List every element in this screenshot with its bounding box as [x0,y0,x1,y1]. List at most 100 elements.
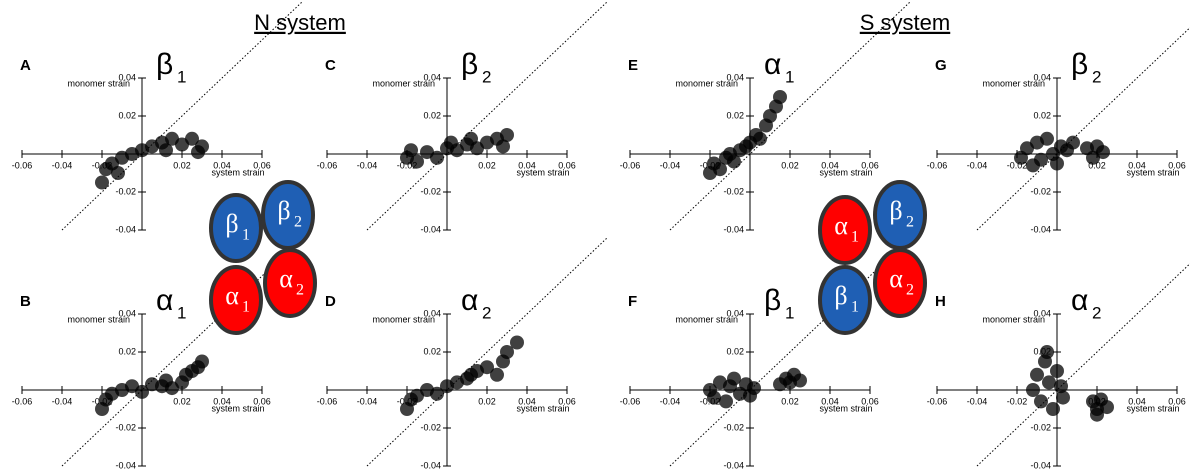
y-tick-label: -0.02 [420,422,441,432]
x-tick-label: 0.06 [861,160,879,170]
scatter-panel: -0.06 -0.04 -0.02 0.02 0.04 0.06 -0.04 -0.02 0.0… [620,1,911,234]
point [185,131,199,146]
node-sub: 1 [242,299,250,316]
point [1066,135,1080,150]
x-tick-label: 0.02 [173,396,191,406]
point [1042,375,1056,390]
y-tick-label: 0.02 [1033,110,1051,120]
point [727,371,741,386]
group-title: S system [860,10,950,35]
y-tick-label: 0.04 [423,308,441,318]
point [95,175,109,190]
panel-letter: F [628,293,637,310]
x-tick-label: 0.04 [821,160,839,170]
x-tick-label: -0.04 [52,160,73,170]
subunit-node [209,265,263,335]
x-tick-label: -0.06 [317,396,338,406]
x-tick-label: -0.02 [700,160,721,170]
point [1046,402,1060,416]
x-tick-label: -0.04 [967,396,988,406]
x-tick-label: 0.04 [213,396,231,406]
y-axis-label: monomer strain [372,314,435,324]
y-axis-label: monomer strain [372,78,435,88]
subunit-node [261,180,315,250]
point [111,166,125,180]
x-tick-label: -0.06 [620,396,641,406]
x-tick-label: -0.04 [660,396,681,406]
point [496,139,510,154]
y-tick-label: -0.04 [1030,224,1051,234]
x-tick-label: 0.02 [1088,396,1106,406]
point [713,162,727,177]
point [747,381,761,396]
x-axis-label: system strain [211,403,264,413]
x-tick-label: 0.04 [518,160,536,170]
x-tick-label: -0.04 [357,160,378,170]
identity-line [61,237,303,467]
scatter-panel: -0.06 -0.04 -0.02 0.02 0.04 0.06 -0.04 -0.02 0.0… [620,237,911,470]
identity-line [61,1,303,231]
subunit-node [818,265,872,335]
x-tick-label: 0.04 [821,396,839,406]
x-tick-label: -0.04 [660,160,681,170]
subunit-label: α [461,284,478,317]
scatter-panel: -0.06 -0.04 -0.02 0.02 0.04 0.06 -0.04 -0.02 0.0… [927,262,1190,470]
point [195,354,209,369]
node-sub: 2 [294,214,302,231]
x-tick-label: -0.06 [927,160,948,170]
y-tick-label: 0.02 [423,110,441,120]
scatter-panel: -0.06 -0.04 -0.02 0.02 0.04 0.06 -0.04 -0.02 0.0… [927,26,1190,234]
point [480,360,494,375]
x-axis-label: system strain [819,403,872,413]
subunit-label: β [1071,48,1088,81]
y-tick-label: 0.04 [1033,308,1051,318]
point [727,154,741,169]
point [719,394,733,409]
y-tick-label: -0.04 [420,460,441,470]
point [773,90,787,104]
point [1090,407,1104,422]
x-tick-label: -0.02 [92,160,113,170]
x-tick-label: -0.04 [967,160,988,170]
y-axis-label: monomer strain [982,314,1045,324]
y-tick-label: -0.04 [115,460,136,470]
panel-letter: D [325,293,336,310]
subunit-index: 1 [177,303,186,322]
node-sub: 2 [296,282,304,299]
x-tick-label: -0.06 [317,160,338,170]
node-label: α [889,264,903,293]
subunit-label: β [764,284,781,317]
x-tick-label: -0.04 [52,396,73,406]
scatter-panel: -0.06 -0.04 -0.02 0.02 0.04 0.06 -0.04 -0.02 0.0… [317,1,608,234]
panel-letter: C [325,57,336,74]
y-tick-label: 0.02 [1033,346,1051,356]
y-tick-label: 0.04 [423,72,441,82]
y-tick-label: 0.02 [118,110,136,120]
x-tick-label: 0.06 [558,160,576,170]
point [1034,394,1048,409]
x-tick-label: 0.06 [253,396,271,406]
subunit-label: α [156,284,173,317]
node-sub: 2 [906,282,914,299]
point [490,367,504,382]
y-tick-label: -0.02 [115,186,136,196]
point [1040,131,1054,146]
y-tick-label: -0.02 [723,186,744,196]
x-axis-label: system strain [819,167,872,177]
y-tick-label: -0.04 [420,224,441,234]
y-tick-label: 0.04 [1033,72,1051,82]
node-sub: 1 [851,229,859,246]
y-axis-label: monomer strain [67,314,130,324]
node-label: α [225,281,239,310]
x-tick-label: -0.06 [620,160,641,170]
node-label: β [225,209,238,238]
node-label: α [279,264,293,293]
x-axis-label: system strain [211,167,264,177]
panel-letter: H [935,293,946,310]
point [1034,152,1048,167]
point [793,373,807,388]
y-tick-label: -0.04 [723,224,744,234]
y-tick-label: -0.02 [1030,186,1051,196]
group-title: N system [254,10,346,35]
x-tick-label: -0.06 [12,160,33,170]
